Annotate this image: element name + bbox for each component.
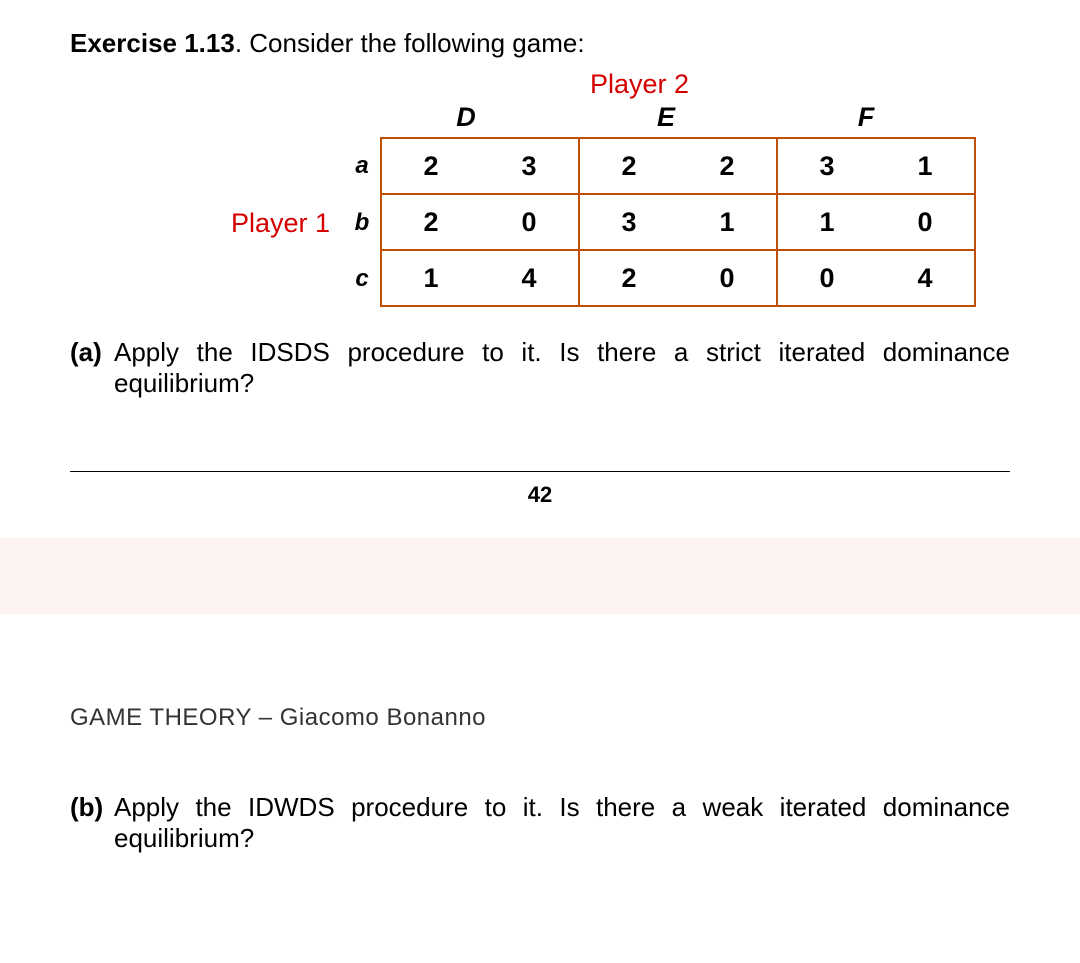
- row-header-a: a: [344, 152, 380, 180]
- upper-content: Exercise 1.13. Consider the following ga…: [0, 0, 1080, 508]
- player1-label: Player 1: [200, 208, 344, 239]
- question-b-text: Apply the IDWDS procedure to it. Is ther…: [114, 792, 1010, 854]
- payoff-p1: 3: [778, 139, 876, 193]
- cell-c-D: 1 4: [380, 249, 580, 307]
- cell-b-E: 3 1: [578, 193, 778, 251]
- cell-a-E: 2 2: [578, 137, 778, 195]
- payoff-p2: 4: [876, 251, 974, 305]
- cell-c-F: 0 4: [776, 249, 976, 307]
- page-gap-band: [0, 538, 1080, 614]
- payoff-p2: 1: [678, 195, 776, 249]
- cell-b-F: 1 0: [776, 193, 976, 251]
- question-a: (a) Apply the IDSDS procedure to it. Is …: [70, 337, 1010, 399]
- page-number: 42: [70, 482, 1010, 508]
- column-headers: D E F: [366, 102, 1010, 137]
- payoff-p1: 1: [382, 251, 480, 305]
- row-cells: 2 0 3 1 1 0: [380, 195, 976, 251]
- cell-b-D: 2 0: [380, 193, 580, 251]
- exercise-heading: Exercise 1.13. Consider the following ga…: [70, 28, 1010, 59]
- exercise-number: Exercise 1.13: [70, 28, 235, 58]
- lower-content: GAME THEORY – Giacomo Bonanno (b) Apply …: [0, 614, 1080, 854]
- question-a-text: Apply the IDSDS procedure to it. Is ther…: [114, 337, 1010, 399]
- col-header-F: F: [766, 102, 966, 137]
- page-root: Exercise 1.13. Consider the following ga…: [0, 0, 1080, 854]
- payoff-p2: 1: [876, 139, 974, 193]
- page-divider: [70, 471, 1010, 472]
- payoff-p1: 2: [580, 139, 678, 193]
- game-table: Player 2 D E F a 2 3 2 2: [200, 69, 1010, 307]
- payoff-p2: 3: [480, 139, 578, 193]
- question-b: (b) Apply the IDWDS procedure to it. Is …: [70, 792, 1010, 854]
- question-b-tag: (b): [70, 792, 114, 854]
- payoff-p2: 0: [876, 195, 974, 249]
- book-title: GAME THEORY – Giacomo Bonanno: [70, 704, 1010, 732]
- payoff-p2: 4: [480, 251, 578, 305]
- table-row: c 1 4 2 0 0 4: [200, 251, 1010, 307]
- payoff-p1: 3: [580, 195, 678, 249]
- exercise-prompt: . Consider the following game:: [235, 28, 585, 58]
- cell-a-D: 2 3: [380, 137, 580, 195]
- table-row: Player 1 b 2 0 3 1 1 0: [200, 195, 1010, 251]
- row-cells: 1 4 2 0 0 4: [380, 251, 976, 307]
- row-header-c: c: [344, 265, 380, 293]
- payoff-p2: 2: [678, 139, 776, 193]
- row-cells: 2 3 2 2 3 1: [380, 137, 976, 195]
- question-a-tag: (a): [70, 337, 114, 399]
- payoff-p1: 2: [382, 139, 480, 193]
- player2-label: Player 2: [590, 69, 1010, 100]
- payoff-p2: 0: [480, 195, 578, 249]
- payoff-p1: 1: [778, 195, 876, 249]
- payoff-p1: 2: [580, 251, 678, 305]
- payoff-p1: 2: [382, 195, 480, 249]
- row-header-b: b: [344, 209, 380, 237]
- table-row: a 2 3 2 2 3 1: [200, 137, 1010, 195]
- col-header-E: E: [566, 102, 766, 137]
- col-header-D: D: [366, 102, 566, 137]
- cell-a-F: 3 1: [776, 137, 976, 195]
- cell-c-E: 2 0: [578, 249, 778, 307]
- payoff-p2: 0: [678, 251, 776, 305]
- payoff-p1: 0: [778, 251, 876, 305]
